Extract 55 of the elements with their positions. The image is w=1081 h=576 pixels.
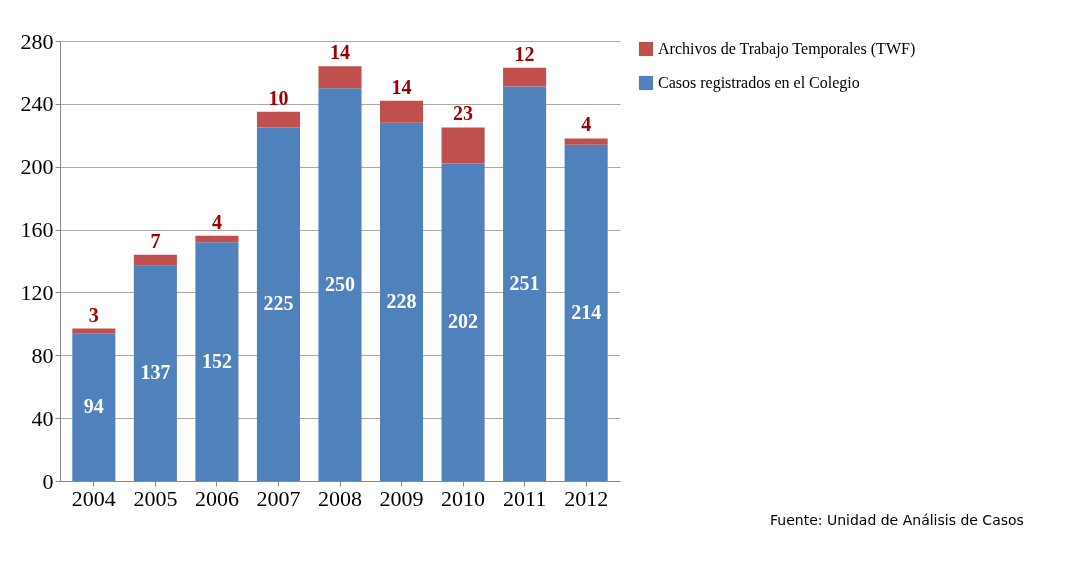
y-tick-label: 280 bbox=[20, 28, 54, 54]
bar bbox=[380, 100, 424, 123]
x-tick-label: 2008 bbox=[318, 485, 362, 511]
bar bbox=[256, 111, 300, 128]
bar bbox=[503, 67, 547, 87]
data-label: 4 bbox=[581, 113, 592, 136]
data-label: 4 bbox=[211, 210, 222, 233]
bar bbox=[318, 66, 362, 89]
data-label: 228 bbox=[386, 289, 417, 312]
data-label: 10 bbox=[268, 86, 289, 109]
x-tick-label: 2006 bbox=[194, 485, 239, 511]
bar bbox=[380, 122, 424, 481]
data-label: 250 bbox=[325, 272, 355, 295]
bar bbox=[133, 265, 177, 481]
y-tick-label: 240 bbox=[20, 91, 54, 117]
bar bbox=[564, 144, 608, 481]
y-tick-label: 80 bbox=[31, 342, 54, 368]
x-tick-label: 2011 bbox=[503, 485, 547, 511]
data-label: 225 bbox=[263, 292, 294, 315]
data-label: 94 bbox=[83, 395, 104, 418]
data-label: 14 bbox=[330, 41, 350, 64]
legend-label: Casos registrados en el Colegio bbox=[658, 74, 860, 92]
x-tick-label: 2005 bbox=[133, 485, 178, 511]
bar bbox=[195, 235, 239, 243]
x-tick-label: 2004 bbox=[71, 485, 116, 511]
data-label: 12 bbox=[514, 42, 535, 65]
data-label: 7 bbox=[150, 229, 161, 252]
data-label: 137 bbox=[140, 361, 171, 384]
x-tick-label: 2012 bbox=[564, 485, 609, 511]
bar bbox=[72, 333, 116, 481]
data-label: 152 bbox=[201, 349, 232, 372]
data-label: 214 bbox=[571, 300, 602, 323]
data-label: 23 bbox=[453, 102, 474, 125]
bar bbox=[318, 88, 362, 481]
source-note: Fuente: Unidad de Análisis de Casos bbox=[770, 512, 1024, 528]
data-label: 251 bbox=[509, 271, 540, 294]
bar bbox=[503, 86, 547, 481]
y-tick-label: 0 bbox=[42, 468, 54, 494]
bar bbox=[256, 127, 300, 481]
x-tick-label: 2007 bbox=[256, 485, 301, 511]
bar bbox=[441, 163, 485, 481]
x-tick-label: 2010 bbox=[441, 485, 486, 511]
bar bbox=[133, 254, 177, 266]
y-tick-label: 120 bbox=[20, 279, 54, 305]
bar bbox=[564, 138, 608, 145]
data-label: 202 bbox=[448, 310, 479, 333]
bar bbox=[195, 242, 239, 481]
x-tick-label: 2009 bbox=[379, 485, 424, 511]
data-label: 3 bbox=[88, 303, 99, 326]
y-tick-label: 160 bbox=[20, 217, 54, 243]
y-tick-label: 200 bbox=[20, 154, 54, 180]
bar bbox=[441, 127, 485, 164]
y-tick-label: 40 bbox=[31, 405, 54, 431]
legend-label: Archivos de Trabajo Temporales (TWF) bbox=[658, 40, 916, 58]
data-label: 14 bbox=[391, 75, 412, 98]
